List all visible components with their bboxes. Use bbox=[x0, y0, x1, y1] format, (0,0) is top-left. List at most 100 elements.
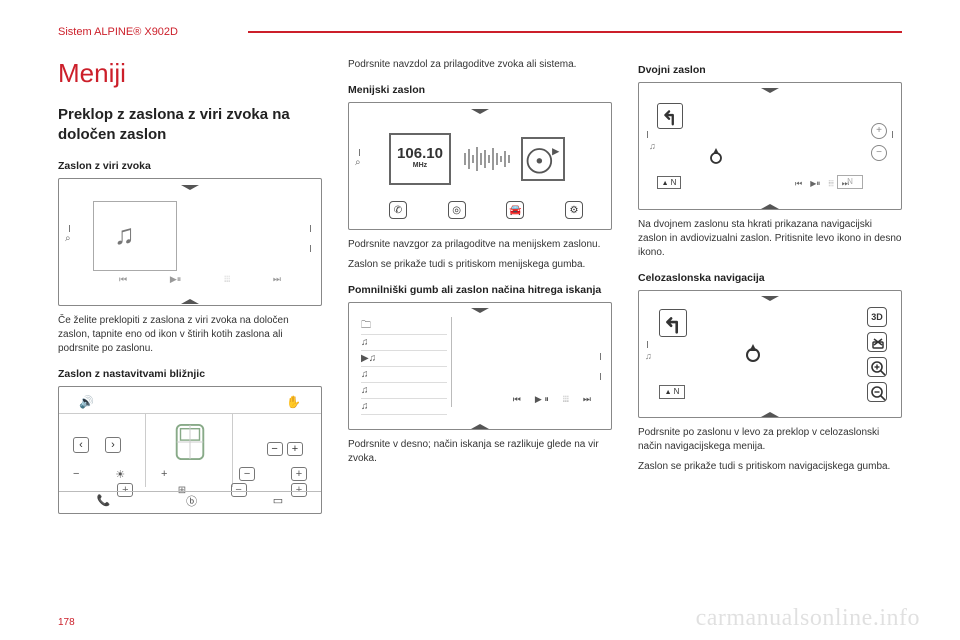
compass-badge: N bbox=[657, 176, 681, 189]
magnifier-icon: ⌕ bbox=[355, 157, 361, 168]
av-pane: + − ⏮ ▶⏸ ⦙⦙⦙ ⏭ N bbox=[795, 101, 887, 191]
subheading: Dvojni zaslon bbox=[638, 64, 902, 76]
header-rule bbox=[248, 31, 902, 33]
music-note-icon: ♫ bbox=[645, 351, 652, 361]
grid-icon: ⦙⦙⦙ bbox=[563, 394, 569, 405]
tick bbox=[647, 131, 648, 138]
media-controls: ⏮ ▶ ⏸ ⦙⦙⦙ ⏭ bbox=[513, 394, 591, 405]
screen-icon: ▭ bbox=[273, 494, 283, 507]
hand-icon: ✋ bbox=[286, 395, 301, 409]
chevron-up-icon bbox=[181, 293, 199, 299]
paragraph: Podrsnite navzdol za prilagoditve zvoka … bbox=[348, 58, 612, 72]
divider bbox=[451, 317, 452, 407]
chevron-down-icon bbox=[761, 88, 779, 94]
minus-icon: − bbox=[73, 468, 79, 480]
watermark: carmanualsonline.info bbox=[696, 605, 920, 632]
minus-button: − bbox=[239, 467, 255, 481]
compass-badge: N bbox=[659, 385, 685, 399]
media-controls: ⏮ ▶⏸ ⦙⦙⦙ ⏭ bbox=[119, 274, 281, 285]
disc-tile bbox=[521, 137, 565, 181]
prev-icon: ⏮ bbox=[795, 179, 802, 189]
grid-icon: ⦙⦙⦙ bbox=[828, 179, 833, 189]
phone-icon: 📞 bbox=[97, 494, 111, 507]
caption: Zaslon se prikaže tudi s pritiskom navig… bbox=[638, 460, 902, 474]
page-title: Meniji bbox=[58, 58, 322, 89]
car-icon: 🚘 bbox=[506, 201, 524, 219]
position-marker-icon bbox=[743, 343, 763, 366]
column-2: Podrsnite navzdol za prilagoditve zvoka … bbox=[348, 58, 612, 610]
caption: Podrsnite navzgor za prilagoditve na men… bbox=[348, 238, 612, 252]
prev-icon: ⏮ bbox=[513, 394, 521, 405]
tick bbox=[310, 245, 311, 252]
figure-dual-screen: ♫ N + − ⏮ ▶⏸ ⦙⦙⦙ ⏭ bbox=[638, 82, 902, 210]
plus-icon: + bbox=[161, 468, 167, 480]
play-note-icon: ▶♫ bbox=[361, 353, 376, 364]
subheading: Zaslon z nastavitvami bližnjic bbox=[58, 368, 322, 380]
row: − ☀ + − + bbox=[73, 467, 307, 481]
figure-fullscreen-nav: ♫ 3D N bbox=[638, 290, 902, 418]
list-item: ▶♫ bbox=[361, 351, 447, 367]
column-1: Meniji Preklop z zaslona z viri zvoka na… bbox=[58, 58, 322, 610]
right-arrow-button: › bbox=[105, 437, 121, 453]
album-panel bbox=[93, 201, 177, 271]
zoom-out-icon: − bbox=[871, 145, 887, 161]
gear-icon: ⚙ bbox=[565, 201, 583, 219]
caption: Podrsnite v desno; način iskanja se razl… bbox=[348, 438, 612, 466]
folder-icon: 🗀 bbox=[361, 318, 371, 335]
chevron-up-icon bbox=[471, 418, 489, 424]
music-note-icon: ♫ bbox=[649, 141, 656, 151]
playpause-icon: ▶⏸ bbox=[810, 179, 820, 189]
next-icon: ⏭ bbox=[273, 274, 281, 285]
music-note-icon: ♫ bbox=[114, 219, 135, 251]
note-icon: ♫ bbox=[361, 369, 369, 380]
volume-icon: 🔊 bbox=[79, 395, 94, 409]
section-heading: Preklop z zaslona z viri zvoka na določe… bbox=[58, 105, 322, 144]
chevron-down-icon bbox=[471, 109, 489, 115]
next-icon: ⏭ bbox=[583, 394, 591, 405]
right-button-column: 3D bbox=[867, 307, 887, 402]
top-row: 🔊 ✋ bbox=[79, 395, 301, 409]
minus-button: − bbox=[267, 442, 283, 456]
list-item: ♫ bbox=[361, 335, 447, 351]
phone-icon: ✆ bbox=[389, 201, 407, 219]
playpause-icon: ▶ ⏸ bbox=[535, 394, 549, 405]
chevron-down-icon bbox=[761, 296, 779, 302]
chevron-down-icon bbox=[471, 308, 489, 314]
zoom-controls: + − bbox=[871, 123, 887, 167]
subheading: Pomnilniški gumb ali zaslon načina hitre… bbox=[348, 284, 612, 296]
subheading: Menijski zaslon bbox=[348, 84, 612, 96]
turn-icon bbox=[659, 309, 687, 337]
tick bbox=[69, 225, 70, 232]
tick bbox=[647, 341, 648, 348]
chevron-up-icon bbox=[761, 406, 779, 412]
chevron-down-icon bbox=[181, 185, 199, 191]
plus-button: + bbox=[287, 442, 303, 456]
figure-menu-screen: ⌕ 106.10 MHz ✆ ◎ 🚘 ⚙ bbox=[348, 102, 612, 230]
caption: Če želite preklopiti z zaslona z viri zv… bbox=[58, 314, 322, 356]
plus-button: + bbox=[291, 467, 307, 481]
car-icon bbox=[171, 421, 209, 463]
playpause-icon: ▶⏸ bbox=[170, 274, 181, 285]
left-arrow-button: ‹ bbox=[73, 437, 89, 453]
magnifier-icon: ⌕ bbox=[65, 233, 71, 244]
figure-shortcuts: 🔊 ✋ ‹ › − + − ☀ + − + bbox=[58, 386, 322, 514]
header-title: Sistem ALPINE® X902D bbox=[58, 26, 178, 38]
zoom-in-button bbox=[867, 357, 887, 377]
tick bbox=[359, 149, 360, 156]
frequency-value: 106.10 bbox=[391, 145, 449, 162]
bottom-icon-row: ✆ ◎ 🚘 ⚙ bbox=[389, 201, 583, 219]
tick bbox=[600, 353, 601, 360]
tick bbox=[892, 131, 893, 138]
position-marker-icon bbox=[707, 147, 725, 168]
list-item: ♫ bbox=[361, 399, 447, 415]
page-header: Sistem ALPINE® X902D bbox=[58, 22, 902, 40]
waveform-icon bbox=[459, 141, 515, 177]
compass-badge-muted: N bbox=[837, 175, 863, 189]
close-button bbox=[867, 332, 887, 352]
caption: Zaslon se prikaže tudi s pritiskom menij… bbox=[348, 258, 612, 272]
frequency-unit: MHz bbox=[391, 162, 449, 169]
column-3: Dvojni zaslon ♫ N + − bbox=[638, 58, 902, 610]
prev-icon: ⏮ bbox=[119, 274, 127, 285]
radio-tile: 106.10 MHz bbox=[389, 133, 451, 185]
list: 🗀 ♫ ▶♫ ♫ ♫ ♫ bbox=[361, 319, 447, 409]
